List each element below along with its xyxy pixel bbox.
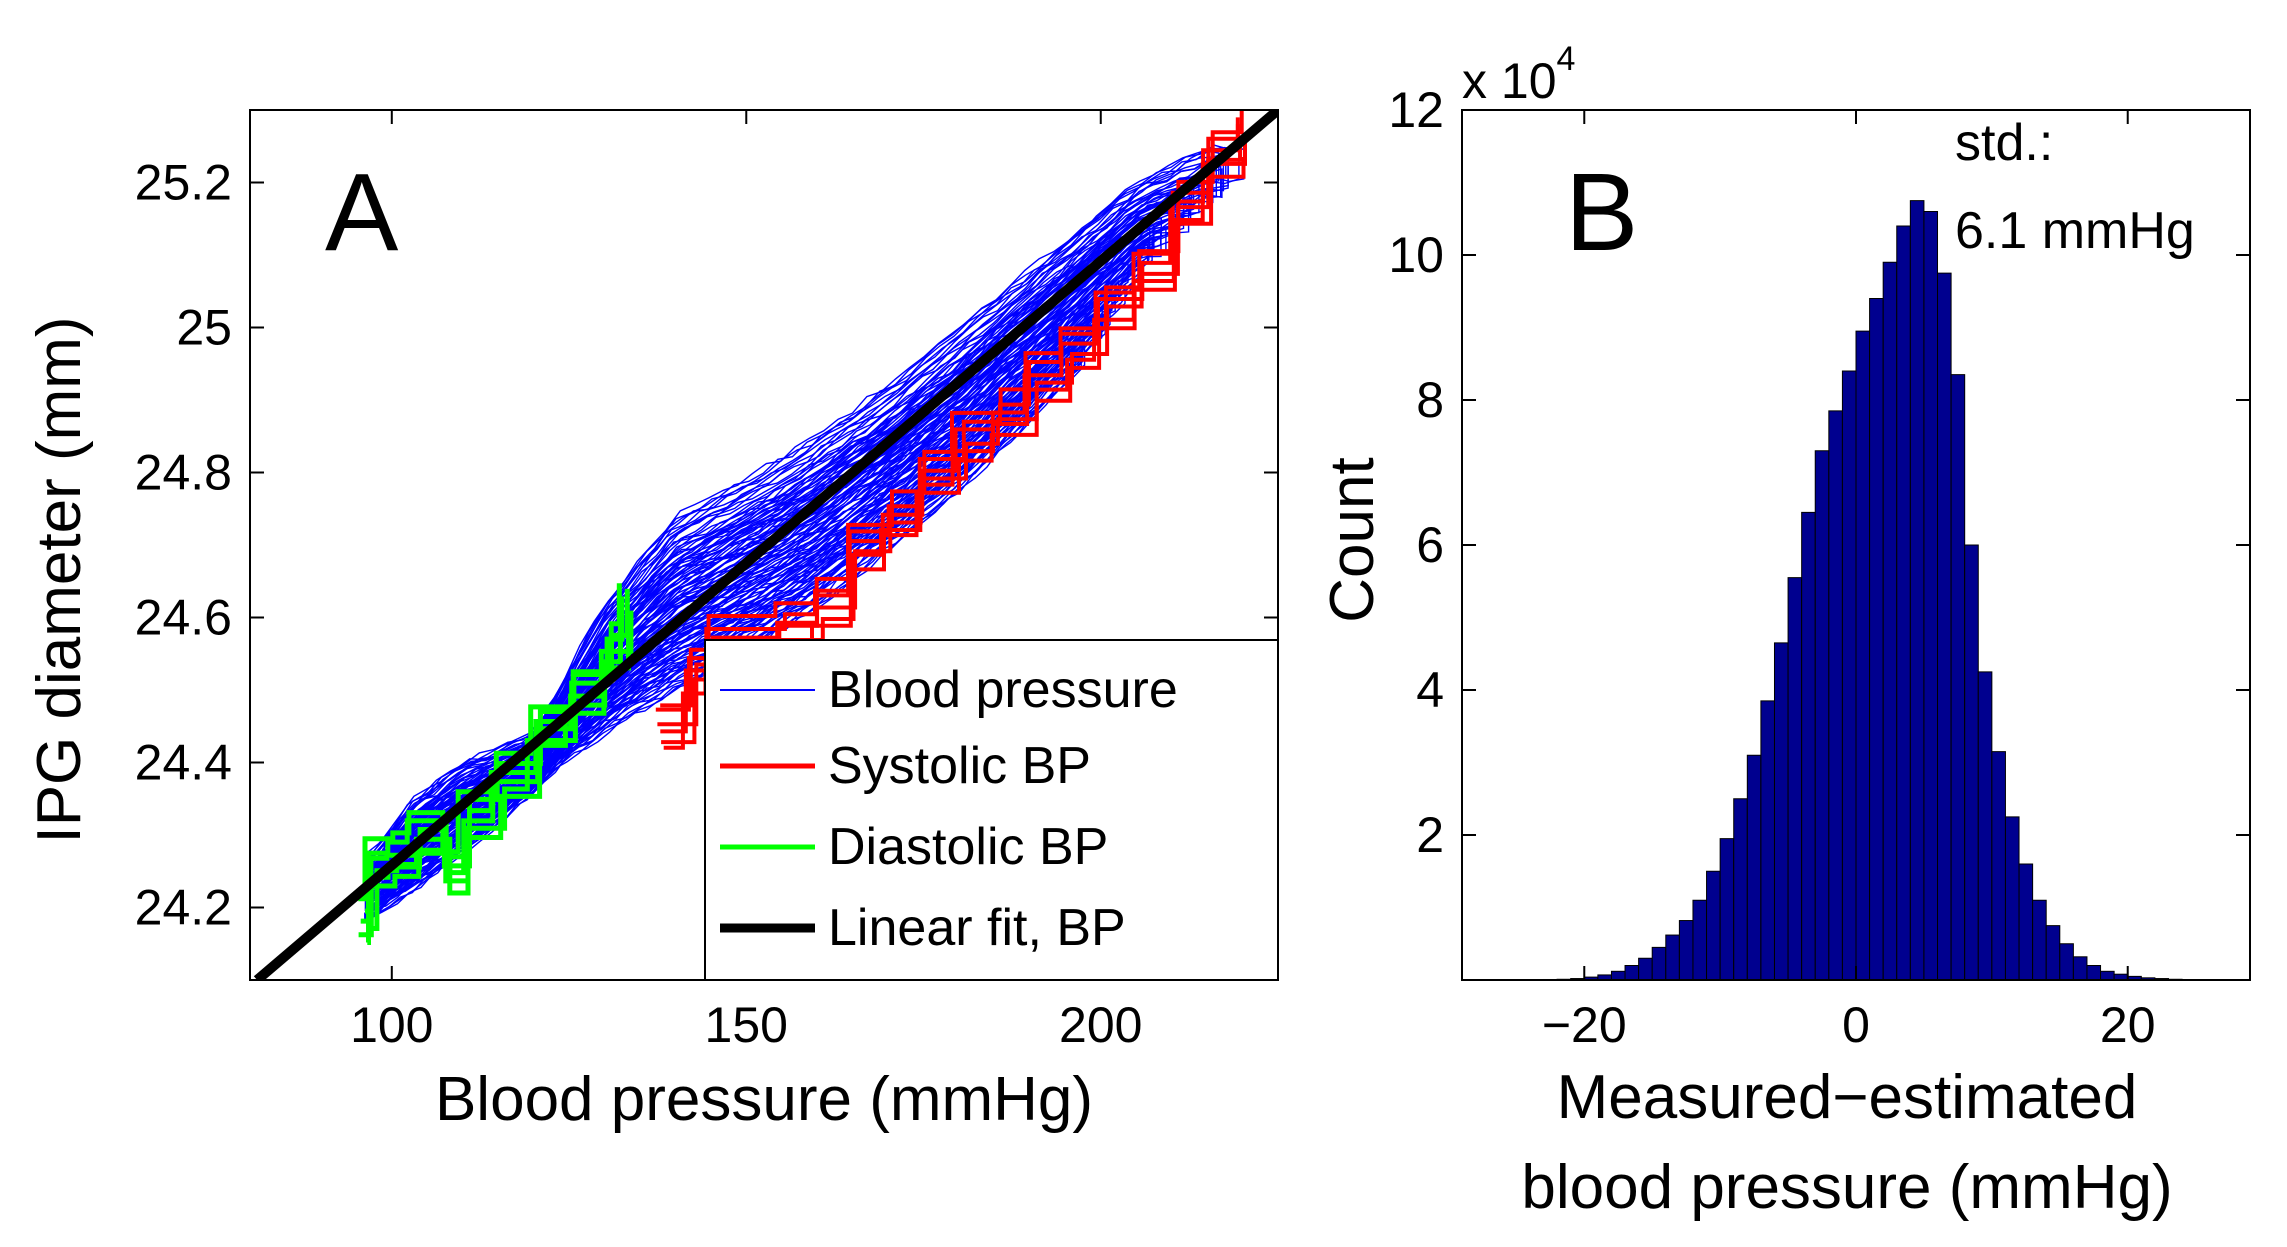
histogram-bar: [1855, 330, 1871, 981]
systolic-bp-trace: [655, 117, 1240, 712]
blood-pressure-loop: [377, 168, 1223, 875]
systolic-bp-trace: [660, 110, 1244, 708]
histogram-bar: [1801, 511, 1816, 981]
histogram-bar: [1719, 838, 1735, 981]
histogram-bar: [1869, 298, 1884, 981]
histogram-bar: [1760, 700, 1775, 981]
y-tick-label: 10: [1388, 227, 1444, 283]
multiplier-base: x 10: [1462, 53, 1557, 109]
panel-b-bars: [1475, 200, 2237, 981]
panel-a-y-axis-label: IPG diameter (mm): [25, 316, 94, 843]
histogram-bar: [2018, 863, 2034, 981]
panel-a-label: A: [325, 151, 399, 274]
histogram-bar: [1706, 870, 1721, 981]
histogram-bar: [1923, 211, 1939, 981]
histogram-bar: [2072, 956, 2088, 981]
legend-label-diastolic-bp: Diastolic BP: [828, 818, 1108, 876]
blood-pressure-loop: [383, 146, 1240, 860]
histogram-bar: [1651, 946, 1667, 981]
panel-b-y-axis-label: Count: [1318, 457, 1387, 622]
y-tick-label: 8: [1416, 372, 1444, 428]
histogram-bar: [1678, 920, 1694, 981]
histogram-bar: [1746, 754, 1762, 981]
y-tick-label: 4: [1416, 662, 1444, 718]
std-annotation-label: std.:: [1955, 114, 2053, 172]
histogram-bar: [1909, 200, 1925, 981]
legend-label-systolic-bp: Systolic BP: [828, 737, 1091, 795]
y-tick-label: 24.8: [135, 445, 232, 501]
y-tick-label: 12: [1388, 82, 1444, 138]
legend-label-blood-pressure: Blood pressure: [828, 661, 1178, 719]
histogram-bar: [1814, 450, 1830, 981]
histogram-bar: [2004, 816, 2020, 981]
histogram-bar: [1624, 965, 1640, 981]
histogram-bar: [1896, 225, 1911, 981]
histogram-bar: [1991, 751, 2006, 981]
histogram-bar: [1692, 899, 1708, 981]
histogram-bar: [2032, 899, 2047, 981]
histogram-bar: [1828, 410, 1843, 981]
histogram-bar: [1787, 577, 1803, 981]
blood-pressure-loop: [370, 151, 1229, 873]
histogram-bar: [1977, 671, 1993, 981]
y-tick-label: 24.2: [135, 880, 232, 936]
x-tick-label: 0: [1842, 997, 1870, 1053]
systolic-bp-trace: [657, 124, 1240, 727]
histogram-bar: [1638, 957, 1653, 981]
histogram-bar: [2059, 943, 2074, 981]
x-tick-label: −20: [1542, 997, 1627, 1053]
x-tick-label: 150: [705, 997, 788, 1053]
blood-pressure-loop: [369, 144, 1245, 876]
panel-a-x-axis-label: Blood pressure (mmHg): [435, 1065, 1093, 1134]
y-tick-label: 25.2: [135, 155, 232, 211]
histogram-bar: [1950, 374, 1966, 981]
histogram-bar: [1937, 272, 1952, 981]
histogram-bar: [1841, 370, 1857, 981]
histogram-bar: [2086, 965, 2102, 981]
panel-a-legend: Blood pressure Systolic BP Diastolic BP …: [704, 639, 1279, 981]
blood-pressure-loop: [368, 165, 1222, 880]
blood-pressure-loop: [372, 158, 1225, 876]
panel-b-multiplier: x 104: [1462, 40, 1575, 109]
histogram-bar: [1882, 261, 1898, 981]
legend-label-linear-fit: Linear fit, BP: [828, 899, 1126, 957]
multiplier-exponent: 4: [1557, 40, 1576, 78]
histogram-bar: [2045, 925, 2061, 981]
systolic-bp-trace: [660, 135, 1243, 734]
panel-a-data-area: [253, 110, 1278, 980]
std-annotation-value: 6.1 mmHg: [1955, 202, 2195, 260]
diastolic-bp-trace: [358, 583, 622, 902]
x-tick-label: 200: [1059, 997, 1142, 1053]
histogram-bar: [1773, 642, 1789, 981]
panel-b-label: B: [1565, 151, 1638, 274]
y-tick-label: 25: [176, 300, 232, 356]
linear-fit-line: [253, 110, 1278, 980]
panel-b-x-axis-label-line2: blood pressure (mmHg): [1521, 1153, 2172, 1222]
panel-b-x-axis-label-line1: Measured−estimated: [1557, 1063, 2138, 1132]
histogram-bar: [1610, 970, 1626, 981]
y-tick-label: 24.4: [135, 735, 232, 791]
x-tick-label: 20: [2100, 997, 2156, 1053]
histogram-bar: [1665, 934, 1680, 981]
x-tick-label: 100: [350, 997, 433, 1053]
y-tick-label: 6: [1416, 517, 1444, 573]
legend-box: [704, 639, 1279, 981]
y-tick-label: 24.6: [135, 590, 232, 646]
histogram-bar: [2100, 970, 2115, 981]
histogram-bar: [1964, 544, 1979, 981]
blood-pressure-loop: [365, 163, 1217, 878]
histogram-bar: [1733, 798, 1748, 981]
panel-b-axes: −20 0 20 2 4 6 8 10 12: [1388, 82, 2251, 1053]
y-tick-label: 2: [1416, 807, 1444, 863]
